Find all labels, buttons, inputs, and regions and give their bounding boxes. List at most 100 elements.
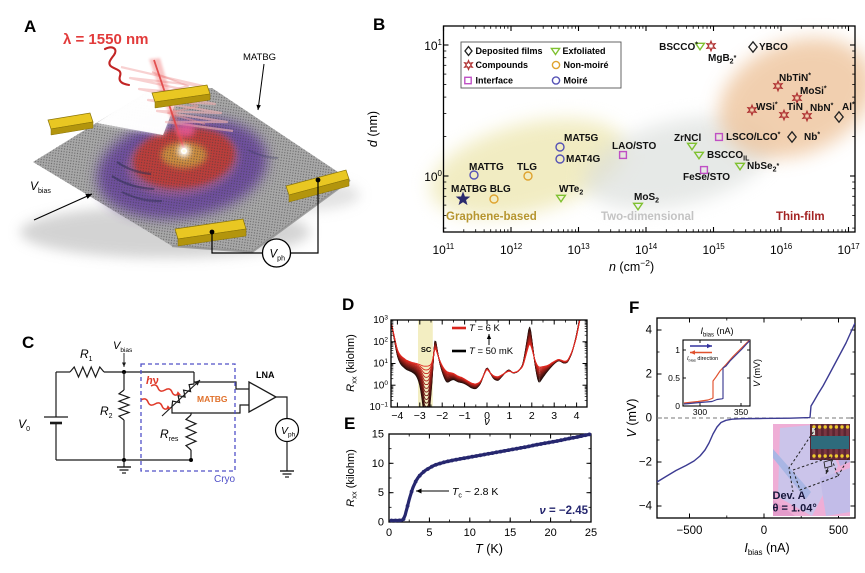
svg-text:0.5: 0.5 [668, 373, 680, 383]
svg-text:Vbias: Vbias [113, 340, 133, 354]
svg-text:0: 0 [646, 413, 652, 425]
svg-text:−1: −1 [459, 410, 471, 422]
svg-text:WTe2: WTe2 [559, 184, 583, 196]
svg-text:A: A [24, 17, 36, 36]
svg-text:Vph: Vph [281, 425, 296, 439]
svg-text:LNA: LNA [256, 370, 275, 380]
svg-text:10−1: 10−1 [369, 402, 388, 414]
svg-text:MAT4G: MAT4G [566, 154, 600, 165]
svg-text:−500: −500 [677, 525, 703, 537]
svg-text:1: 1 [675, 345, 680, 355]
svg-text:2: 2 [529, 410, 535, 422]
svg-text:hν: hν [146, 375, 159, 387]
svg-text:Cryo: Cryo [214, 474, 236, 485]
svg-text:0: 0 [378, 517, 384, 529]
svg-text:20: 20 [544, 527, 556, 539]
svg-text:SC: SC [421, 345, 432, 354]
svg-text:Al*: Al* [842, 102, 855, 114]
svg-text:Moiré: Moiré [564, 76, 588, 86]
svg-text:Rres: Rres [160, 427, 179, 443]
svg-text:15: 15 [372, 429, 384, 441]
svg-text:0: 0 [761, 525, 767, 537]
svg-text:LSCO/LCO*: LSCO/LCO* [726, 132, 781, 144]
svg-text:2: 2 [646, 369, 652, 381]
svg-text:1: 1 [506, 410, 512, 422]
svg-text:Rxx (kilohm): Rxx (kilohm) [345, 449, 359, 507]
svg-text:TLG: TLG [517, 162, 537, 173]
svg-text:4: 4 [574, 410, 580, 422]
svg-text:Nb*: Nb* [804, 132, 820, 144]
svg-text:5: 5 [426, 527, 432, 539]
svg-text:Ibias (nA): Ibias (nA) [744, 541, 789, 557]
svg-text:3: 3 [551, 410, 557, 422]
svg-text:Dev. A: Dev. A [773, 490, 806, 502]
svg-text:BSCCO*: BSCCO* [659, 42, 698, 54]
svg-text:Thin-film: Thin-film [776, 211, 825, 223]
svg-text:25: 25 [585, 527, 597, 539]
svg-text:TiN: TiN [787, 102, 803, 113]
svg-text:ν = −2.45: ν = −2.45 [539, 505, 588, 517]
svg-text:102: 102 [373, 336, 388, 348]
svg-text:5: 5 [378, 487, 384, 499]
svg-text:ZrNCl: ZrNCl [674, 133, 701, 144]
svg-text:Vph: Vph [270, 249, 286, 263]
svg-text:10: 10 [372, 458, 384, 470]
svg-text:Ibias (nA): Ibias (nA) [700, 326, 733, 339]
svg-text:Non-moiré: Non-moiré [564, 60, 609, 70]
svg-text:Tc ~ 2.8 K: Tc ~ 2.8 K [452, 486, 498, 500]
svg-text:T (K): T (K) [475, 542, 503, 556]
svg-text:Vbias: Vbias [30, 179, 51, 195]
svg-text:−4: −4 [391, 410, 403, 422]
svg-text:E: E [344, 414, 355, 433]
svg-text:4: 4 [646, 325, 653, 337]
svg-text:−4: −4 [639, 501, 653, 513]
svg-text:300: 300 [693, 407, 707, 417]
svg-text:MATBG: MATBG [197, 394, 228, 404]
svg-text:Two-dimensional: Two-dimensional [601, 211, 694, 223]
svg-text:103: 103 [373, 315, 388, 327]
svg-text:Ibias direction: Ibias direction [687, 356, 718, 363]
svg-text:WSi*: WSi* [756, 102, 778, 114]
svg-text:−3: −3 [414, 410, 426, 422]
svg-text:MoSi*: MoSi* [800, 86, 827, 98]
svg-text:FeSe/STO: FeSe/STO [683, 172, 730, 183]
svg-text:LAO/STO: LAO/STO [612, 141, 656, 152]
svg-text:MATBG BLG: MATBG BLG [451, 184, 511, 195]
svg-text:Compounds: Compounds [476, 60, 529, 70]
svg-text:101: 101 [373, 358, 388, 370]
svg-text:Interface: Interface [476, 76, 514, 86]
svg-text:−2: −2 [436, 410, 448, 422]
svg-text:−2: −2 [639, 457, 652, 469]
svg-text:T = 6 K: T = 6 K [469, 323, 501, 334]
svg-text:MATBG: MATBG [243, 52, 276, 63]
svg-text:V0: V0 [18, 417, 30, 433]
svg-text:V (mV): V (mV) [752, 359, 762, 387]
svg-text:Exfoliated: Exfoliated [563, 46, 606, 56]
svg-text:500: 500 [829, 525, 848, 537]
svg-text:MgB2*: MgB2* [708, 53, 737, 65]
svg-text:λ = 1550 nm: λ = 1550 nm [63, 31, 148, 48]
svg-text:ν: ν [484, 416, 490, 428]
svg-text:MATTG: MATTG [469, 162, 504, 173]
svg-text:10: 10 [464, 527, 476, 539]
svg-text:NbTiN*: NbTiN* [779, 73, 811, 85]
svg-text:C: C [22, 333, 34, 352]
svg-text:V (mV): V (mV) [625, 399, 639, 438]
svg-text:MoS2: MoS2 [634, 192, 659, 204]
svg-text:0: 0 [675, 401, 680, 411]
svg-text:D: D [342, 295, 354, 314]
svg-text:F: F [629, 298, 639, 317]
svg-text:R1: R1 [80, 347, 93, 363]
svg-text:θ = 1.04°: θ = 1.04° [773, 503, 817, 515]
svg-text:Graphene-based: Graphene-based [446, 211, 537, 223]
svg-text:NbSe2*: NbSe2* [747, 161, 779, 173]
svg-text:350: 350 [734, 407, 748, 417]
svg-text:15: 15 [504, 527, 516, 539]
svg-text:R2: R2 [100, 404, 113, 420]
svg-text:d (nm): d (nm) [366, 111, 380, 147]
svg-text:Deposited films: Deposited films [476, 46, 543, 56]
svg-text:NbN*: NbN* [810, 103, 834, 115]
svg-text:0: 0 [386, 527, 392, 539]
svg-text:YBCO: YBCO [759, 42, 788, 53]
svg-text:BSCCOIL: BSCCOIL [707, 150, 750, 162]
